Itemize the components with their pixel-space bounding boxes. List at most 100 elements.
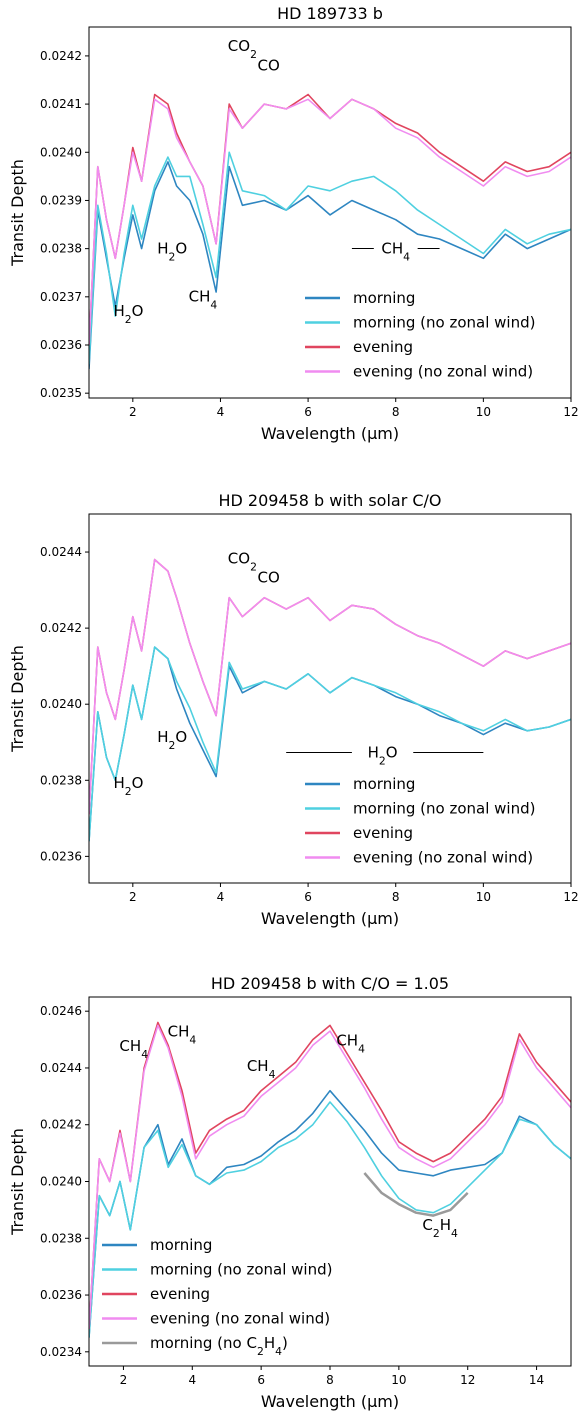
panel-1: HD 189733 b 2 4 6 8 10 12 0.0235 0.0236 0.0237 0.0… bbox=[8, 4, 579, 443]
annotation-ch4: CH4 bbox=[381, 239, 410, 262]
annotation-ch4: CH4 bbox=[168, 1023, 197, 1047]
panel-title: HD 209458 b with C/O = 1.05 bbox=[211, 974, 449, 993]
y-tick-label: 0.0240 bbox=[40, 145, 82, 159]
legend-label: evening bbox=[353, 824, 413, 842]
annotation-ch4: CH4 bbox=[189, 288, 218, 312]
y-tick-label: 0.0236 bbox=[40, 849, 82, 863]
x-tick-label: 10 bbox=[391, 1373, 406, 1387]
y-tick-label: 0.0241 bbox=[40, 97, 82, 111]
x-tick-label: 6 bbox=[257, 1373, 265, 1387]
y-tick-label: 0.0237 bbox=[40, 290, 82, 304]
y-tick-label: 0.0234 bbox=[40, 1345, 82, 1359]
panel-title: HD 209458 b with solar C/O bbox=[218, 491, 441, 510]
series-line-morning-no-zonal-wind- bbox=[89, 1101, 571, 1338]
y-tick-label: 0.0236 bbox=[40, 1288, 82, 1302]
legend-label: evening bbox=[353, 338, 413, 356]
plot-frame bbox=[88, 513, 572, 884]
y-tick-label: 0.0236 bbox=[40, 338, 82, 352]
legend-label: morning bbox=[353, 289, 415, 307]
series-group bbox=[89, 93, 571, 370]
series-line-evening bbox=[89, 93, 571, 346]
legend-label: evening (no zonal wind) bbox=[150, 1310, 330, 1328]
annotation-h2o: H2O bbox=[157, 728, 187, 752]
y-tick-label: 0.0240 bbox=[40, 697, 82, 711]
series-group bbox=[89, 1021, 571, 1338]
x-tick-label: 2 bbox=[120, 1373, 128, 1387]
y-tick-label: 0.0238 bbox=[40, 242, 82, 256]
y-tick-label: 0.0242 bbox=[40, 49, 82, 63]
annotation-h2o: H2O bbox=[368, 743, 398, 767]
y-tick-label: 0.0242 bbox=[40, 1118, 82, 1132]
y-axis-label: Transit Depth bbox=[8, 645, 27, 753]
legend-label: morning (no zonal wind) bbox=[150, 1261, 332, 1279]
annotation-co: CO bbox=[258, 568, 280, 586]
x-tick-label: 8 bbox=[392, 405, 400, 419]
x-tick-label: 8 bbox=[326, 1373, 334, 1387]
x-tick-label: 4 bbox=[217, 405, 225, 419]
legend: morning morning (no zonal wind) evening eve… bbox=[305, 289, 535, 381]
x-tick-label: 12 bbox=[460, 1373, 475, 1387]
annotation-h2o: H2O bbox=[113, 774, 143, 798]
series-line-morning-no-zonal-wind- bbox=[89, 151, 571, 365]
y-tick-label: 0.0238 bbox=[40, 1231, 82, 1245]
legend-label: morning (no zonal wind) bbox=[353, 800, 535, 818]
series-line-evening bbox=[89, 558, 571, 815]
legend-label: evening (no zonal wind) bbox=[353, 849, 533, 867]
legend-label: evening (no zonal wind) bbox=[353, 363, 533, 381]
series-line-morning-no-c2h4- bbox=[363, 1172, 469, 1217]
x-tick-label: 8 bbox=[392, 890, 400, 904]
x-tick-label: 12 bbox=[563, 890, 578, 904]
y-tick-label: 0.0239 bbox=[40, 193, 82, 207]
y-tick-label: 0.0240 bbox=[40, 1175, 82, 1189]
x-tick-label: 4 bbox=[188, 1373, 196, 1387]
y-tick-label: 0.0242 bbox=[40, 621, 82, 635]
x-tick-label: 6 bbox=[304, 405, 312, 419]
legend: morning morning (no zonal wind) evening eve… bbox=[305, 775, 535, 867]
legend-label: morning bbox=[150, 1236, 212, 1254]
y-tick-label: 0.0235 bbox=[40, 386, 82, 400]
y-tick-label: 0.0246 bbox=[40, 1004, 82, 1018]
x-tick-label: 4 bbox=[217, 890, 225, 904]
series-line-evening-no-zonal-wind- bbox=[89, 98, 571, 346]
panel-title: HD 189733 b bbox=[277, 4, 383, 23]
y-tick-label: 0.0244 bbox=[40, 545, 82, 559]
y-axis-label: Transit Depth bbox=[8, 1128, 27, 1236]
x-tick-label: 12 bbox=[563, 405, 578, 419]
series-line-morning-no-zonal-wind- bbox=[89, 646, 571, 842]
y-tick-label: 0.0244 bbox=[40, 1061, 82, 1075]
x-tick-label: 14 bbox=[529, 1373, 544, 1387]
series-group bbox=[89, 558, 571, 842]
x-tick-label: 10 bbox=[476, 890, 491, 904]
series-line-morning bbox=[89, 161, 571, 370]
y-tick-label: 0.0238 bbox=[40, 773, 82, 787]
annotation-co2: CO2 bbox=[228, 549, 257, 573]
x-axis-label: Wavelength (µm) bbox=[261, 424, 399, 443]
legend-label: morning bbox=[353, 775, 415, 793]
x-axis-label: Wavelength (µm) bbox=[261, 909, 399, 928]
annotation-c2h4: C2H4 bbox=[422, 1216, 458, 1240]
annotation-ch4: CH4 bbox=[119, 1037, 148, 1061]
x-tick-label: 2 bbox=[129, 405, 137, 419]
x-tick-label: 2 bbox=[129, 890, 137, 904]
plot-frame bbox=[88, 26, 572, 399]
annotation-co: CO bbox=[258, 56, 280, 74]
x-tick-label: 10 bbox=[476, 405, 491, 419]
legend: morning morning (no zonal wind) evening eve… bbox=[102, 1236, 332, 1358]
annotation-h2o: H2O bbox=[157, 239, 187, 262]
annotation-ch4: CH4 bbox=[247, 1057, 276, 1081]
annotation-co2: CO2 bbox=[228, 37, 257, 61]
y-axis-label: Transit Depth bbox=[8, 159, 27, 267]
annotation-h2o: H2O bbox=[113, 302, 143, 326]
legend-label: morning (no C2H4) bbox=[150, 1334, 288, 1358]
legend-label: morning (no zonal wind) bbox=[353, 314, 535, 332]
x-axis-label: Wavelength (µm) bbox=[261, 1392, 399, 1411]
x-tick-label: 6 bbox=[304, 890, 312, 904]
panel-2: HD 209458 b with solar C/O 2 4 6 8 10 12 0.0236… bbox=[8, 491, 579, 928]
annotation-ch4: CH4 bbox=[336, 1031, 365, 1055]
series-line-evening-no-zonal-wind- bbox=[89, 558, 571, 815]
series-line-evening-no-zonal-wind- bbox=[89, 1024, 571, 1330]
panel-3: HD 209458 b with C/O = 1.05 2 4 6 8 10 12 14 0.0… bbox=[8, 974, 572, 1411]
legend-label: evening bbox=[150, 1285, 210, 1303]
